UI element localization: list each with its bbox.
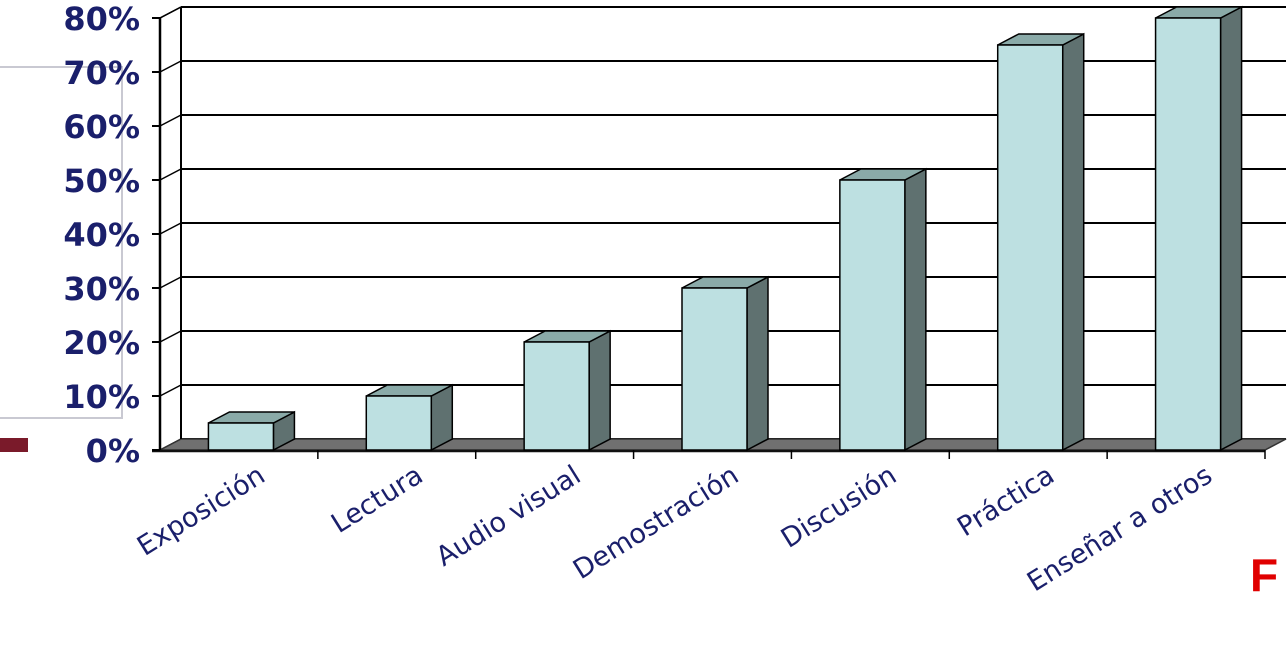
x-tick-labels: Exposición Lectura Audio visualDemostració… [132,450,1266,598]
x-tick-label: Audio visual [431,460,587,573]
x-tick-label: Exposición [132,460,271,563]
gridline-side [159,384,182,397]
top-axis-cap [159,6,182,19]
y-tick-labels: 0% 10% 20% 30% 40% 50% 60% 70% 80% [63,0,140,470]
bar [1154,5,1243,452]
corner-letter: F [1250,549,1279,601]
bar-front [1154,17,1222,451]
y-tick-label: 80% [63,0,140,38]
bar-front [839,179,906,451]
y-tick-label: 70% [63,54,140,92]
bar-side [1061,32,1085,452]
gridline-side [159,222,182,235]
x-tick-label: Discusión [776,460,902,555]
bar-front [207,422,275,451]
bar [996,32,1085,452]
y-tick-label: 20% [63,324,140,362]
bar [207,410,296,452]
bar-side [746,275,769,452]
bar-side [1219,5,1243,452]
left-panel-frame [0,66,123,419]
gridline-side [159,60,182,73]
y-tick-label: 60% [63,108,140,146]
gridline-side [159,168,182,181]
x-tick-label: Demostración [568,460,744,586]
bars-layer [207,5,1243,452]
y-tick-label: 30% [63,270,140,308]
y-tick-label: 40% [63,216,140,254]
x-tick-label: Práctica [952,460,1060,543]
bar [365,383,454,452]
y-tick-label: 50% [63,162,140,200]
bar-front [523,341,590,451]
y-tick-label: 10% [63,378,140,416]
bar [839,167,927,452]
bar-side [904,167,927,452]
bar-side [588,329,611,452]
bar-front [996,44,1064,451]
x-tick-label: Lectura [326,460,428,540]
bar-front [365,395,433,451]
bar [523,329,611,452]
left-accent-bar [0,438,28,452]
gridline-side [159,276,182,289]
bar [681,275,769,452]
gridline-side [159,114,182,127]
bar-front [681,287,748,451]
y-tick-label: 0% [86,432,140,470]
gridline-side [159,330,182,343]
y-axis [152,6,182,451]
